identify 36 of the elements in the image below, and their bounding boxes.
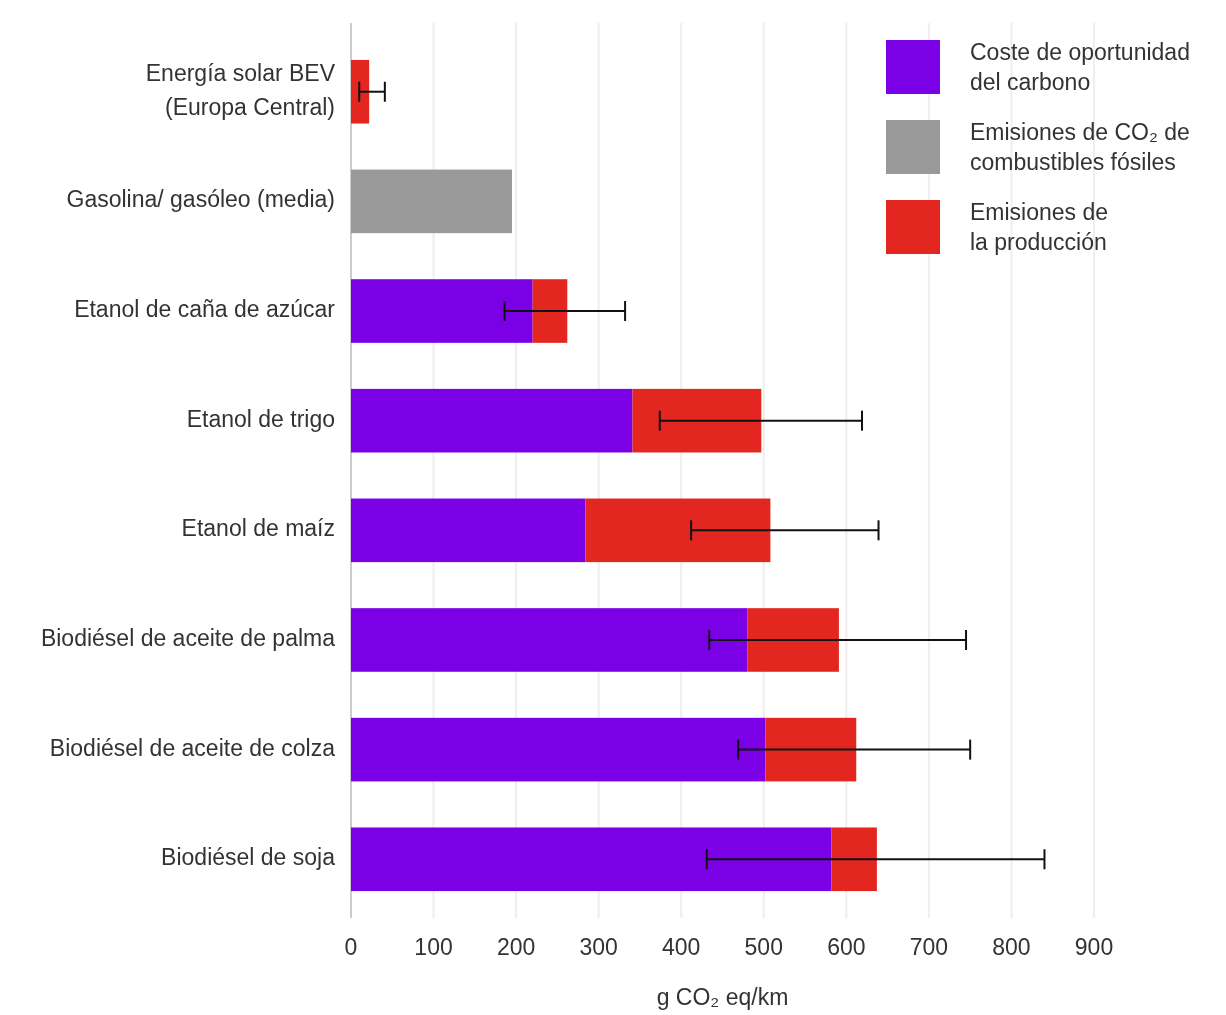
bar — [351, 827, 832, 892]
x-tick-label: 0 — [344, 934, 358, 960]
y-tick-label: Biodiésel de soja — [161, 844, 336, 871]
y-tick-label: Etanol de trigo — [186, 405, 335, 432]
x-tick-label: 800 — [992, 934, 1031, 960]
bar — [585, 498, 771, 563]
x-tick-label: 900 — [1074, 934, 1114, 960]
x-tick-label: 100 — [414, 934, 453, 960]
y-tick-label: Etanol de maíz — [181, 515, 335, 542]
x-axis-title: g CO₂ eq/km — [656, 984, 789, 1010]
y-tick-label: Gasolina/ gasóleo (media) — [66, 186, 335, 213]
bar — [831, 827, 877, 892]
bar — [351, 498, 586, 563]
x-tick-label: 300 — [579, 934, 618, 960]
bar — [632, 388, 762, 453]
x-tick-label: 400 — [662, 934, 701, 960]
x-tick-label: 200 — [496, 934, 536, 960]
x-tick-label: 600 — [827, 934, 866, 960]
legend-label: Coste de oportunidad del carbono — [970, 39, 1190, 96]
y-tick-label: Energía solar BEV (Europa Central) — [145, 59, 336, 120]
bar — [351, 279, 533, 343]
y-tick-label: Etanol de caña de azúcar — [74, 296, 336, 323]
bar — [351, 388, 633, 453]
bar — [351, 59, 370, 124]
legend-label: Emisiones de la producción — [970, 199, 1109, 256]
bar — [351, 608, 748, 672]
y-tick-label: Biodiésel de aceite de palma — [40, 625, 336, 652]
bar — [747, 608, 839, 672]
y-tick-label: Biodiésel de aceite de colza — [49, 734, 336, 761]
bar — [351, 169, 512, 234]
bar — [351, 717, 766, 782]
bar — [532, 279, 568, 343]
x-tick-label: 700 — [909, 934, 949, 960]
x-tick-label: 500 — [744, 934, 783, 960]
legend-label: Emisiones de CO₂ de combustibles fósiles — [970, 119, 1190, 176]
bar — [765, 717, 857, 782]
